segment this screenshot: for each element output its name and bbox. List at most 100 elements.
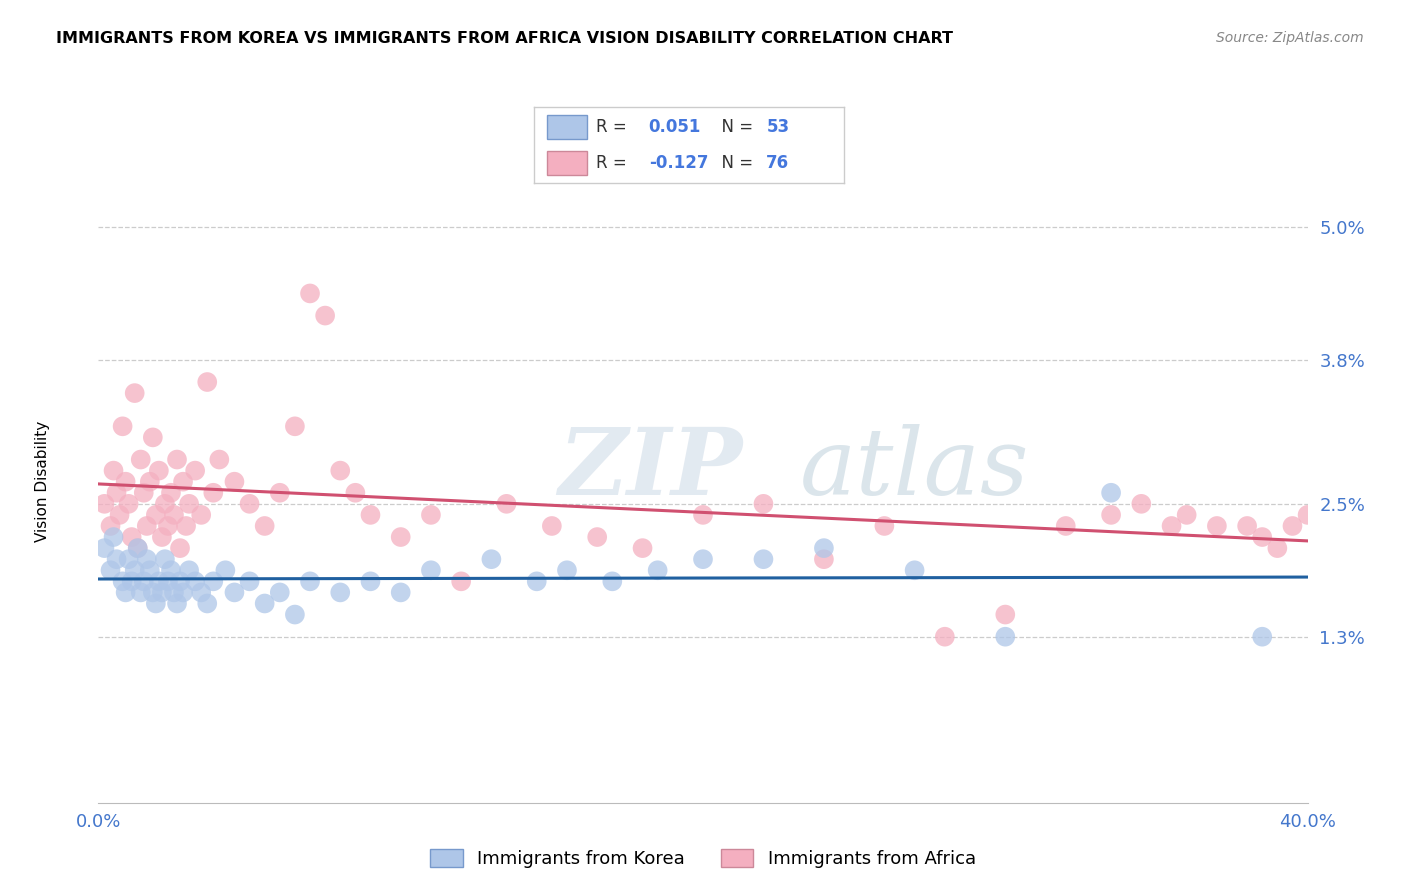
Point <box>118 497 141 511</box>
Point <box>105 485 128 500</box>
Point <box>540 519 562 533</box>
Point <box>111 574 134 589</box>
Point <box>202 574 225 589</box>
Point <box>224 585 246 599</box>
Point <box>148 464 170 478</box>
Legend: Immigrants from Korea, Immigrants from Africa: Immigrants from Korea, Immigrants from A… <box>420 840 986 877</box>
Point <box>103 464 125 478</box>
Point <box>692 508 714 522</box>
Point <box>156 519 179 533</box>
Point <box>239 497 262 511</box>
Point <box>121 574 143 589</box>
Point <box>873 519 896 533</box>
Point <box>93 541 115 555</box>
Point <box>166 452 188 467</box>
Point <box>142 585 165 599</box>
Text: Source: ZipAtlas.com: Source: ZipAtlas.com <box>1216 31 1364 45</box>
Point <box>160 563 183 577</box>
Point <box>555 563 578 577</box>
Point <box>692 552 714 566</box>
Point <box>132 574 155 589</box>
Point <box>153 552 176 566</box>
Point <box>132 485 155 500</box>
Point <box>1175 508 1198 522</box>
Point <box>1236 519 1258 533</box>
Point <box>100 519 122 533</box>
Y-axis label: Vision Disability: Vision Disability <box>35 421 49 542</box>
Point <box>1251 530 1274 544</box>
Text: 76: 76 <box>766 154 789 172</box>
Point <box>1296 508 1319 522</box>
FancyBboxPatch shape <box>547 114 586 139</box>
Point <box>139 475 162 489</box>
Point <box>174 519 197 533</box>
Point <box>114 585 136 599</box>
Point <box>169 541 191 555</box>
Point <box>1251 630 1274 644</box>
Point <box>179 563 201 577</box>
Point <box>1054 519 1077 533</box>
Point <box>139 563 162 577</box>
Point <box>813 552 835 566</box>
Point <box>195 375 218 389</box>
Point <box>208 452 231 467</box>
Point <box>253 597 276 611</box>
Point <box>124 563 146 577</box>
Point <box>994 630 1017 644</box>
Point <box>184 574 207 589</box>
Point <box>129 452 152 467</box>
Point <box>1099 508 1122 522</box>
Point <box>329 464 352 478</box>
Point <box>184 464 207 478</box>
Point <box>127 541 149 555</box>
Text: R =: R = <box>596 118 633 136</box>
Point <box>934 630 956 644</box>
Point <box>1267 541 1289 555</box>
Point <box>450 574 472 589</box>
Point <box>100 563 122 577</box>
Point <box>360 574 382 589</box>
Point <box>108 508 131 522</box>
Point <box>495 497 517 511</box>
Point <box>269 485 291 500</box>
Point <box>195 597 218 611</box>
Point <box>284 419 307 434</box>
Point <box>904 563 927 577</box>
Point <box>118 552 141 566</box>
Point <box>179 497 201 511</box>
Point <box>269 585 291 599</box>
Point <box>129 585 152 599</box>
FancyBboxPatch shape <box>547 151 586 175</box>
Point <box>813 541 835 555</box>
Point <box>631 541 654 555</box>
Point <box>420 563 443 577</box>
Point <box>172 585 194 599</box>
Point <box>172 475 194 489</box>
Point <box>156 574 179 589</box>
Point <box>150 585 173 599</box>
Point <box>135 552 157 566</box>
Text: atlas: atlas <box>800 424 1029 514</box>
Point <box>121 530 143 544</box>
Text: IMMIGRANTS FROM KOREA VS IMMIGRANTS FROM AFRICA VISION DISABILITY CORRELATION CH: IMMIGRANTS FROM KOREA VS IMMIGRANTS FROM… <box>56 31 953 46</box>
Point <box>239 574 262 589</box>
Point <box>135 519 157 533</box>
Point <box>752 552 775 566</box>
Point <box>329 585 352 599</box>
Point <box>124 386 146 401</box>
Point <box>284 607 307 622</box>
Point <box>389 585 412 599</box>
Point <box>299 286 322 301</box>
Point <box>148 574 170 589</box>
Point <box>481 552 503 566</box>
Point <box>1281 519 1303 533</box>
Point <box>214 563 236 577</box>
Point <box>169 574 191 589</box>
Point <box>1130 497 1153 511</box>
Point <box>1386 541 1406 555</box>
Point <box>145 508 167 522</box>
Point <box>314 309 336 323</box>
Point <box>389 530 412 544</box>
Point <box>150 530 173 544</box>
Point <box>127 541 149 555</box>
